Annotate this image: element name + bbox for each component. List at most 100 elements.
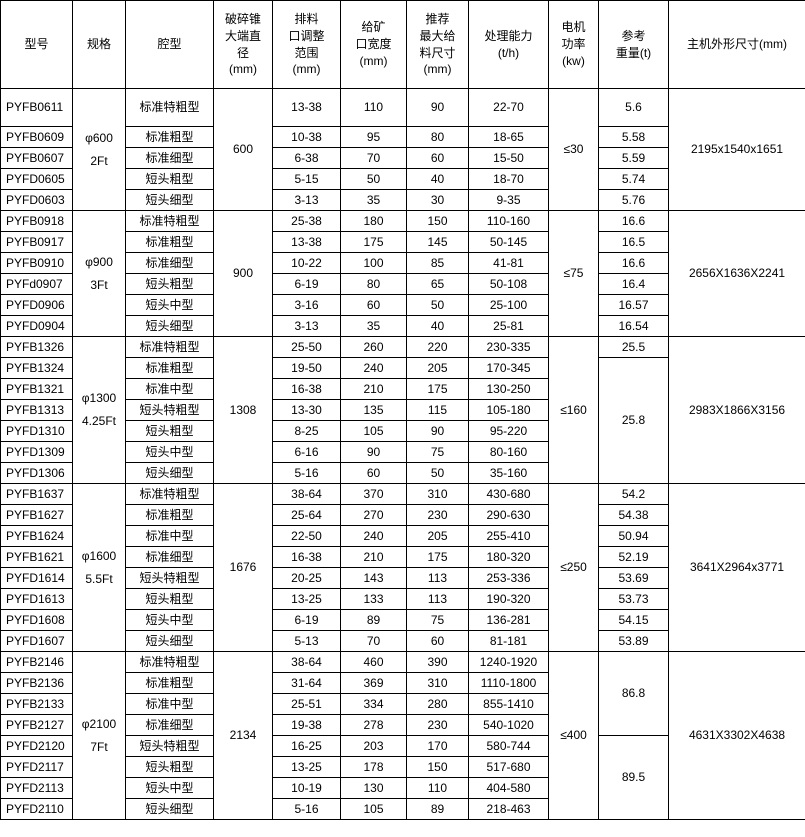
- feed-opening-width-cell: 334: [340, 693, 407, 715]
- discharge-range-cell: 10-22: [272, 252, 341, 274]
- column-header: 处理能力 (t/h): [468, 0, 549, 89]
- feed-opening-width-cell: 210: [340, 546, 407, 568]
- column-header-line: 主机外形尺寸(mm): [687, 37, 787, 52]
- cavity-cell: 标准特粗型: [125, 651, 214, 673]
- weight-cell: 54.38: [598, 504, 669, 526]
- column-header-line: 电机: [561, 20, 586, 35]
- column-header-line: 给矿: [361, 20, 386, 35]
- motor-power-cell: ≤400: [548, 651, 599, 820]
- capacity-cell: 50-145: [468, 231, 549, 253]
- weight-cell: 52.19: [598, 546, 669, 568]
- spec-cell: φ2100 7Ft: [72, 651, 126, 820]
- model-cell: PYFB0607: [0, 147, 73, 169]
- table-row: PYFB1326 φ1300 4.25Ft 标准特粗型 1308 25-50 260 220 2…: [0, 336, 805, 484]
- feed-opening-width-cell: 260: [340, 336, 407, 358]
- discharge-range-cell: 16-25: [272, 735, 341, 757]
- feed-opening-width-cell: 278: [340, 714, 407, 736]
- feed-opening-width-cell: 60: [340, 462, 407, 484]
- table-row: PYFD1309 短头中型 6-16 90 75 80-160: [0, 441, 805, 463]
- table-row: PYFB2133 标准中型 25-51 334 280 855-1410: [0, 693, 805, 715]
- feed-opening-width-cell: 270: [340, 504, 407, 526]
- model-cell: PYFB2127: [0, 714, 73, 736]
- model-cell: PYFB1621: [0, 546, 73, 568]
- max-feed-size-cell: 310: [406, 483, 469, 505]
- spec-line: 2Ft: [90, 153, 108, 168]
- max-feed-size-cell: 89: [406, 798, 469, 820]
- discharge-range-cell: 13-38: [272, 231, 341, 253]
- cavity-cell: 标准特粗型: [125, 483, 214, 505]
- capacity-cell: 404-580: [468, 777, 549, 799]
- model-cell: PYFD1608: [0, 609, 73, 631]
- dimensions-cell: 3641X2964x3771: [668, 483, 805, 652]
- cavity-cell: 短头细型: [125, 798, 214, 820]
- cavity-cell: 标准粗型: [125, 672, 214, 694]
- model-cell: PYFB0910: [0, 252, 73, 274]
- discharge-range-cell: 13-30: [272, 399, 341, 421]
- column-header-line: (mm): [292, 62, 321, 77]
- column-header: 推荐 最大给 料尺寸 (mm): [406, 0, 469, 89]
- model-cell: PYFB1637: [0, 483, 73, 505]
- discharge-range-cell: 16-38: [272, 546, 341, 568]
- max-feed-size-cell: 65: [406, 273, 469, 295]
- table-row: PYFB1313 短头特粗型 13-30 135 115 105-180: [0, 399, 805, 421]
- capacity-cell: 50-108: [468, 273, 549, 295]
- cavity-cell: 短头细型: [125, 462, 214, 484]
- table-row: PYFD1306 短头细型 5-16 60 50 35-160: [0, 462, 805, 484]
- capacity-cell: 81-181: [468, 630, 549, 652]
- model-cell: PYFd0907: [0, 273, 73, 295]
- table-row: PYFD2120 短头特粗型 16-25 203 170 580-744 89.5: [0, 735, 805, 820]
- cavity-cell: 短头中型: [125, 441, 214, 463]
- max-feed-size-cell: 310: [406, 672, 469, 694]
- column-header: 电机 功率 (kw): [548, 0, 599, 89]
- table-row: PYFB0611 φ600 2Ft 标准特粗型 600 13-38 110 90 22-70 ≤3…: [0, 88, 805, 211]
- model-cell: PYFB1624: [0, 525, 73, 547]
- discharge-range-cell: 5-15: [272, 168, 341, 190]
- max-feed-size-cell: 50: [406, 462, 469, 484]
- table-row: PYFB2127 标准细型 19-38 278 230 540-1020: [0, 714, 805, 736]
- feed-opening-width-cell: 180: [340, 210, 407, 232]
- max-feed-size-cell: 205: [406, 525, 469, 547]
- table-row: PYFD1614 短头特粗型 20-25 143 113 253-336 53.69: [0, 567, 805, 589]
- cone-diameter-cell: 600: [213, 88, 273, 211]
- discharge-range-cell: 19-50: [272, 357, 341, 379]
- feed-opening-width-cell: 240: [340, 357, 407, 379]
- max-feed-size-cell: 85: [406, 252, 469, 274]
- capacity-cell: 230-335: [468, 336, 549, 358]
- feed-opening-width-cell: 130: [340, 777, 407, 799]
- table-row: PYFD0605 短头粗型 5-15 50 40 18-70 5.74: [0, 168, 805, 190]
- feed-opening-width-cell: 175: [340, 231, 407, 253]
- table-row: PYFB0607 标准细型 6-38 70 60 15-50 5.59: [0, 147, 805, 169]
- spec-table: 型号 规格 腔型 破碎锥 大端直径 (mm) 排料 口调整 范围 (mm) 给矿 口宽度 (mm) 推荐最…: [0, 0, 805, 820]
- capacity-cell: 18-70: [468, 168, 549, 190]
- max-feed-size-cell: 280: [406, 693, 469, 715]
- discharge-range-cell: 38-64: [272, 483, 341, 505]
- cavity-cell: 标准细型: [125, 252, 214, 274]
- column-header-line: 型号: [24, 37, 49, 52]
- header-row: 型号 规格 腔型 破碎锥 大端直径 (mm) 排料 口调整 范围 (mm) 给矿 口宽度 (mm) 推荐最…: [0, 0, 805, 89]
- column-header-line: 范围: [294, 45, 319, 60]
- model-cell: PYFB0917: [0, 231, 73, 253]
- weight-cell: 5.58: [598, 126, 669, 148]
- discharge-range-cell: 25-38: [272, 210, 341, 232]
- column-header-line: 口调整: [288, 28, 325, 43]
- feed-opening-width-cell: 178: [340, 756, 407, 778]
- max-feed-size-cell: 150: [406, 210, 469, 232]
- spec-line: 5.5Ft: [85, 571, 113, 586]
- table-row: PYFD2110 短头细型 5-16 105 89 218-463: [0, 798, 805, 820]
- dimensions-cell: 2983X1866X3156: [668, 336, 805, 484]
- capacity-cell: 9-35: [468, 189, 549, 211]
- max-feed-size-cell: 175: [406, 378, 469, 400]
- cavity-cell: 标准细型: [125, 147, 214, 169]
- capacity-cell: 218-463: [468, 798, 549, 820]
- column-header-line: 破碎锥: [224, 11, 261, 26]
- dimensions-cell: 2195x1540x1651: [668, 88, 805, 211]
- cavity-cell: 标准粗型: [125, 126, 214, 148]
- capacity-cell: 517-680: [468, 756, 549, 778]
- column-header: 破碎锥 大端直径 (mm): [213, 0, 273, 89]
- capacity-cell: 136-281: [468, 609, 549, 631]
- model-cell: PYFB2146: [0, 651, 73, 673]
- spec-cell: φ1300 4.25Ft: [72, 336, 126, 484]
- spec-line: φ1300: [81, 391, 117, 406]
- discharge-range-cell: 25-64: [272, 504, 341, 526]
- table-row: PYFB0609 标准粗型 10-38 95 80 18-65 5.58: [0, 126, 805, 148]
